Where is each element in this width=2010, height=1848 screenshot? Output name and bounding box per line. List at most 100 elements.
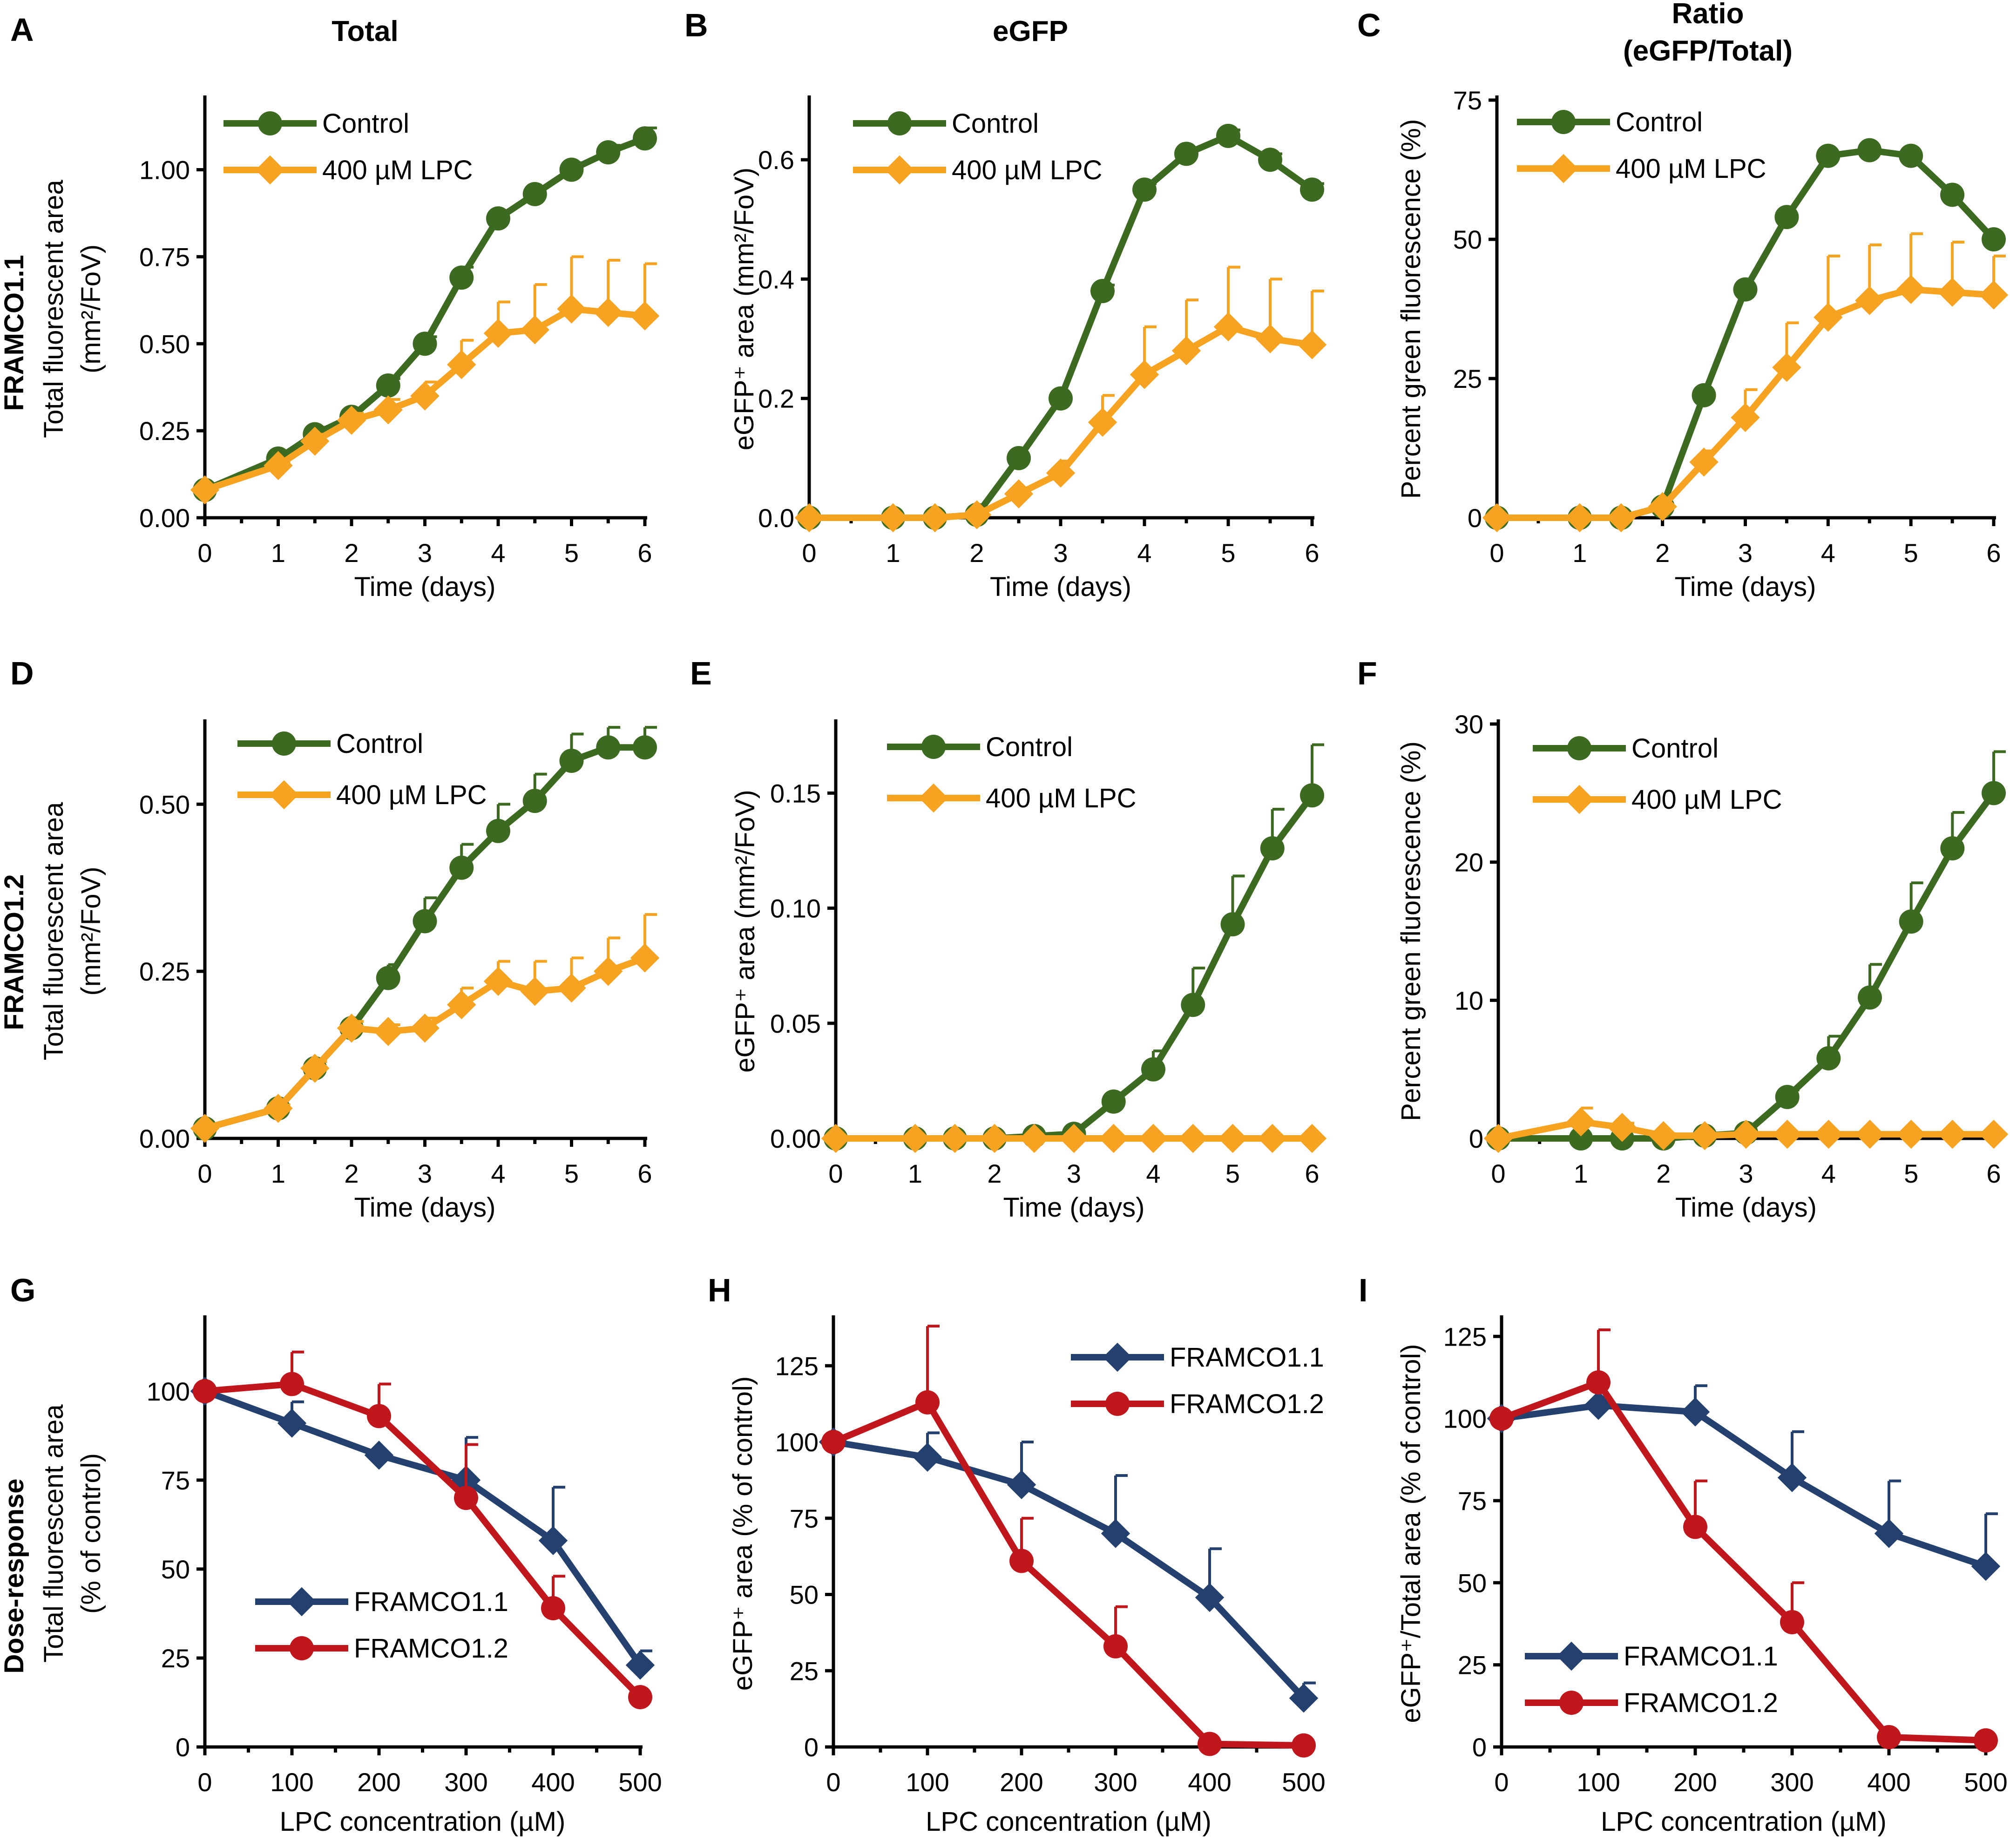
y-tick-label: 25 <box>790 1656 819 1686</box>
data-point <box>1569 1126 1593 1151</box>
series-line <box>1498 1379 1989 1744</box>
x-axis-label: Time (days) <box>990 572 1131 602</box>
data-point <box>1982 781 2006 806</box>
x-tick-label: 500 <box>1964 1767 2007 1797</box>
legend-label: Control <box>1631 733 1719 764</box>
legend-marker <box>1549 154 1578 183</box>
data-point <box>300 1054 330 1083</box>
y-tick-label: 25 <box>1458 1651 1487 1680</box>
y-axis-label: eGFP⁺ area (mm²/FoV) <box>729 168 759 450</box>
data-point <box>1683 1515 1707 1539</box>
y-tick-label: 75 <box>790 1504 819 1533</box>
data-point <box>1874 1519 1904 1548</box>
legend-marker <box>258 111 282 135</box>
y-tick-label: 20 <box>1455 848 1483 877</box>
legend-label: Control <box>322 108 409 139</box>
data-point <box>630 301 660 331</box>
data-point <box>1195 1583 1225 1612</box>
x-tick-label: 200 <box>1673 1767 1717 1797</box>
y-tick-label: 50 <box>1458 1568 1487 1598</box>
data-point <box>522 182 547 206</box>
series-400-m-lpc <box>190 255 660 505</box>
data-point <box>1780 1610 1804 1634</box>
data-point <box>190 1114 220 1143</box>
x-tick-label: 3 <box>418 538 432 568</box>
x-tick-label: 5 <box>564 538 579 568</box>
legend-label: FRAMCO1.1 <box>1170 1342 1324 1373</box>
data-point <box>1258 1124 1287 1153</box>
legend-label: Control <box>952 108 1039 139</box>
y-tick-label: 75 <box>1453 86 1482 115</box>
y-tick-label: 25 <box>1453 364 1482 393</box>
data-point <box>1775 1085 1800 1109</box>
y-tick-label: 125 <box>775 1351 819 1381</box>
row-label-framco11: FRAMCO1.1 <box>0 255 29 411</box>
data-point <box>1896 1119 1926 1149</box>
x-tick-label: 4 <box>1146 1159 1160 1188</box>
data-point <box>1059 1124 1089 1153</box>
x-tick-label: 100 <box>906 1767 949 1797</box>
data-point <box>1607 1113 1637 1142</box>
data-point <box>1300 177 1324 202</box>
data-point <box>625 1651 655 1680</box>
data-point <box>1099 1124 1128 1153</box>
x-tick-label: 5 <box>1221 538 1235 568</box>
data-point <box>913 1442 942 1472</box>
data-point <box>1141 1057 1165 1082</box>
y-tick-label: 10 <box>1455 986 1483 1015</box>
y-tick-label: 0.25 <box>139 416 190 446</box>
legend-entry: FRAMCO1.2 <box>1525 1688 1778 1718</box>
data-point <box>633 735 657 760</box>
x-tick-label: 0 <box>197 1159 212 1188</box>
legend-marker <box>272 731 296 756</box>
y-tick-label: 0 <box>804 1733 819 1762</box>
x-tick-label: 5 <box>564 1159 579 1188</box>
y-axis-label: Total fluorescent area <box>39 179 69 438</box>
legend-entry: Control <box>237 729 423 759</box>
x-axis-label: Time (days) <box>1675 572 1816 602</box>
x-tick-label: 1 <box>1572 538 1587 568</box>
y-axis-label: Percent green fluorescence (%) <box>1396 119 1426 499</box>
data-point <box>1171 336 1201 366</box>
panel-a: A 0 1 2 3 4 5 6 0.00 0.25 0.50 0.75 1.00 Time (days) T… <box>10 12 660 602</box>
y-axis-label: Percent green fluorescence (%) <box>1396 741 1426 1121</box>
data-point <box>821 1124 851 1153</box>
series-framco1-2 <box>193 1350 652 1710</box>
x-tick-label: 400 <box>1867 1767 1910 1797</box>
legend-entry: FRAMCO1.1 <box>1525 1641 1778 1672</box>
legend-entry: Control <box>1533 733 1719 764</box>
legend-marker <box>1103 1342 1132 1372</box>
x-tick-label: 2 <box>987 1159 1002 1188</box>
x-tick-label: 2 <box>344 1159 359 1188</box>
data-point <box>1773 1119 1802 1149</box>
data-point <box>920 503 950 533</box>
data-point <box>447 990 476 1020</box>
panel-letter-e: E <box>690 655 712 691</box>
panel-i: I 0 100 200 300 400 500 0 25 50 75 100 125 LPC concen… <box>1359 1272 2008 1837</box>
data-point <box>1220 912 1245 937</box>
x-tick-label: 2 <box>1656 1159 1671 1188</box>
legend-label: 400 µM LPC <box>336 780 487 810</box>
data-point <box>1938 1119 1967 1149</box>
legend-marker <box>921 735 946 759</box>
legend-entry: FRAMCO1.2 <box>1071 1389 1324 1419</box>
y-tick-label: 50 <box>790 1580 819 1610</box>
data-point <box>628 1685 652 1710</box>
x-axis-label: Time (days) <box>1675 1192 1817 1223</box>
x-tick-label: 1 <box>271 538 285 568</box>
y-tick-label: 30 <box>1455 710 1483 739</box>
x-tick-label: 500 <box>1282 1767 1325 1797</box>
data-point <box>447 350 476 379</box>
y-tick-label: 0.15 <box>770 778 821 808</box>
legend-label: Control <box>986 732 1073 762</box>
panel-f: F 0 1 2 3 4 5 6 0 10 20 30 Time (days) Percent green … <box>1357 655 2009 1223</box>
panel-c: C 0 1 2 3 4 5 6 0 25 50 75 Time (days) Percent green … <box>1357 7 2009 602</box>
data-point <box>1649 1121 1678 1151</box>
y-axis-label: Total fluorescent area <box>39 802 69 1060</box>
data-point <box>520 976 549 1006</box>
data-point <box>1857 138 1882 162</box>
data-point <box>277 1408 307 1438</box>
series-400-m-lpc <box>794 265 1327 533</box>
legend-entry: 400 µM LPC <box>1533 785 1782 815</box>
